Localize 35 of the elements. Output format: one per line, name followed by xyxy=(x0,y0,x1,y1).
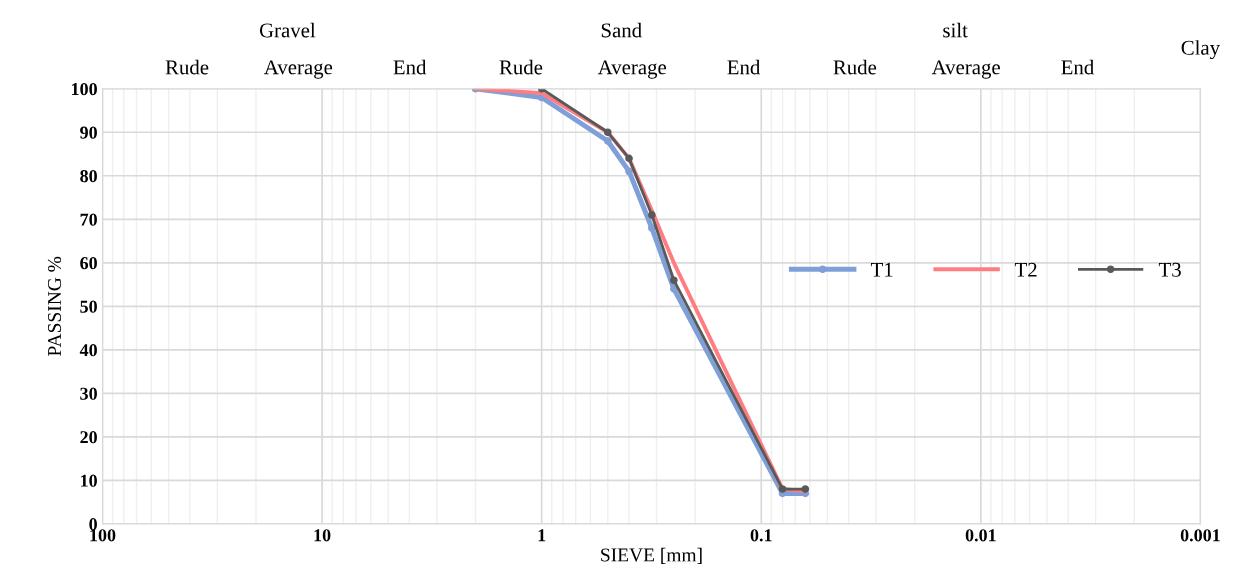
text: End xyxy=(727,59,761,75)
x-tick-label: 1 xyxy=(538,529,546,542)
y-tick-label: 40 xyxy=(79,344,97,357)
y-tick-label: 50 xyxy=(80,300,97,313)
y-tick-label: 90 xyxy=(80,126,97,139)
y-tick-label: 60 xyxy=(80,257,97,270)
text: Average xyxy=(264,60,333,79)
legend-label: T3 xyxy=(1158,262,1181,277)
x-tick-label: 0.1 xyxy=(750,529,772,542)
text: Rude xyxy=(499,59,543,75)
text: End xyxy=(393,59,427,75)
y-tick-label: 20 xyxy=(80,431,97,444)
y-axis-title: PASSING % xyxy=(47,256,62,356)
x-tick-label: 10 xyxy=(314,529,331,542)
text: Clay xyxy=(1181,40,1221,60)
x-tick-label: 100 xyxy=(90,529,116,542)
legend-label: T1 xyxy=(870,262,893,277)
y-tick-label: 100 xyxy=(72,83,97,96)
x-tick-label: 0.01 xyxy=(965,529,996,542)
y-tick-label: 10 xyxy=(81,474,97,487)
text: silt xyxy=(943,22,968,38)
y-tick-label: 80 xyxy=(80,170,97,183)
x-tick-label: 0.001 xyxy=(1180,529,1220,542)
legend-label: T2 xyxy=(1014,262,1037,277)
text: Rude xyxy=(165,59,209,75)
y-tick-label: 0 xyxy=(89,518,97,531)
text: Rude xyxy=(833,59,877,75)
y-tick-label: 30 xyxy=(80,387,97,400)
text: End xyxy=(1061,59,1094,75)
y-tick-label: 70 xyxy=(80,213,97,226)
text: Average xyxy=(931,60,1000,79)
text: Sand xyxy=(601,22,642,38)
text: Average xyxy=(597,60,667,79)
x-axis-title: SIEVE [mm] xyxy=(601,547,702,564)
text: Gravel xyxy=(259,22,316,38)
